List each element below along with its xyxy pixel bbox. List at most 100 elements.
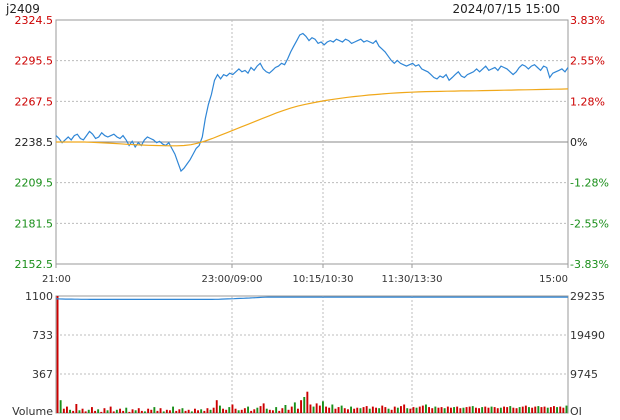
- volume-bar: [468, 406, 471, 413]
- volume-bar: [347, 409, 349, 413]
- volume-bar: [465, 407, 468, 413]
- volume-bar: [353, 408, 356, 413]
- volume-bar: [378, 408, 381, 413]
- volume-tick-label: 367: [32, 368, 53, 381]
- price-tick-label: 2238.5: [15, 136, 54, 149]
- percent-tick-label: 3.83%: [570, 14, 605, 27]
- volume-bar: [97, 409, 100, 413]
- volume-bar: [549, 407, 552, 413]
- volume-bar: [300, 400, 302, 413]
- volume-bar: [128, 411, 131, 413]
- volume-bar: [440, 407, 443, 413]
- volume-bar: [303, 397, 306, 413]
- volume-bar: [496, 408, 499, 413]
- volume-bar: [328, 407, 331, 413]
- volume-bar: [409, 408, 412, 413]
- volume-bar: [87, 409, 90, 413]
- volume-bar: [434, 406, 437, 413]
- volume-bar: [115, 409, 118, 413]
- price-layer: [55, 32, 569, 173]
- volume-bar: [512, 407, 515, 413]
- percent-tick-label: -3.83%: [570, 258, 609, 271]
- volume-bar: [178, 409, 181, 413]
- volume-layer: [55, 296, 568, 413]
- volume-bar: [484, 406, 487, 413]
- volume-tick-label: 733: [32, 329, 53, 342]
- volume-bar: [431, 408, 434, 413]
- volume-bar: [306, 391, 309, 413]
- volume-bar: [134, 410, 137, 413]
- volume-frame: [55, 295, 569, 414]
- volume-bar: [119, 408, 121, 413]
- datetime-label: 2024/07/15 15:00: [452, 2, 560, 16]
- volume-bar: [250, 410, 253, 413]
- volume-bar: [503, 406, 505, 413]
- grid-layer: [55, 19, 569, 414]
- volume-bar: [406, 408, 409, 413]
- volume-bar: [281, 408, 284, 413]
- volume-bar: [212, 407, 215, 413]
- volume-bar: [103, 408, 106, 413]
- price-line: [55, 32, 569, 173]
- volume-bar: [272, 410, 274, 413]
- volume-bar: [534, 406, 537, 413]
- volume-bar: [206, 408, 209, 413]
- volume-bar: [59, 400, 62, 413]
- volume-bar: [462, 407, 465, 413]
- volume-bar: [371, 406, 374, 413]
- average-price-line: [56, 88, 569, 147]
- volume-bar: [209, 409, 212, 413]
- volume-bar: [94, 410, 96, 413]
- volume-bar: [481, 407, 484, 413]
- volume-bar: [150, 409, 153, 413]
- volume-bar: [187, 409, 190, 413]
- volume-bar: [437, 407, 440, 413]
- volume-bar: [287, 409, 290, 413]
- volume-bar: [515, 408, 518, 413]
- volume-bar: [540, 407, 543, 413]
- volume-bar: [415, 407, 418, 413]
- volume-bar: [268, 409, 271, 413]
- volume-bar: [172, 406, 174, 413]
- volume-bar: [72, 410, 75, 413]
- volume-bar: [478, 408, 480, 413]
- volume-bar: [84, 411, 87, 413]
- volume-bar: [75, 404, 78, 413]
- volume-bar: [418, 406, 421, 413]
- volume-bar: [106, 410, 109, 413]
- volume-bar: [234, 408, 237, 413]
- volume-bar: [546, 407, 549, 413]
- volume-bar: [471, 406, 474, 413]
- volume-bar: [509, 406, 512, 413]
- volume-bar: [262, 403, 265, 413]
- volume-bar: [228, 407, 231, 413]
- volume-bar: [543, 406, 546, 413]
- volume-bar: [247, 406, 249, 413]
- volume-bar: [340, 405, 343, 413]
- volume-bar: [169, 410, 171, 413]
- volume-bar: [225, 409, 228, 413]
- volume-bar: [109, 406, 112, 413]
- volume-bar: [343, 408, 346, 413]
- time-tick-label: 11:30/13:30: [381, 274, 442, 285]
- volume-bar: [125, 407, 128, 413]
- volume-bar: [290, 406, 293, 413]
- volume-bar: [381, 405, 384, 413]
- volume-bar: [100, 411, 103, 413]
- volume-bar: [297, 408, 299, 413]
- volume-bar: [278, 410, 281, 413]
- volume-bar: [240, 409, 243, 413]
- volume-bar: [153, 407, 156, 413]
- volume-bar: [112, 411, 115, 413]
- volume-bar: [493, 407, 496, 413]
- volume-tick-label: 1100: [25, 290, 53, 303]
- volume-bar: [219, 405, 221, 413]
- volume-bar: [421, 405, 424, 413]
- volume-bar: [318, 405, 321, 413]
- volume-bar: [322, 401, 324, 413]
- volume-bar: [194, 408, 196, 413]
- volume-bar: [553, 406, 555, 413]
- oi-tick-label: 9745: [570, 368, 598, 381]
- volume-bar: [362, 407, 365, 413]
- volume-bar: [356, 407, 359, 413]
